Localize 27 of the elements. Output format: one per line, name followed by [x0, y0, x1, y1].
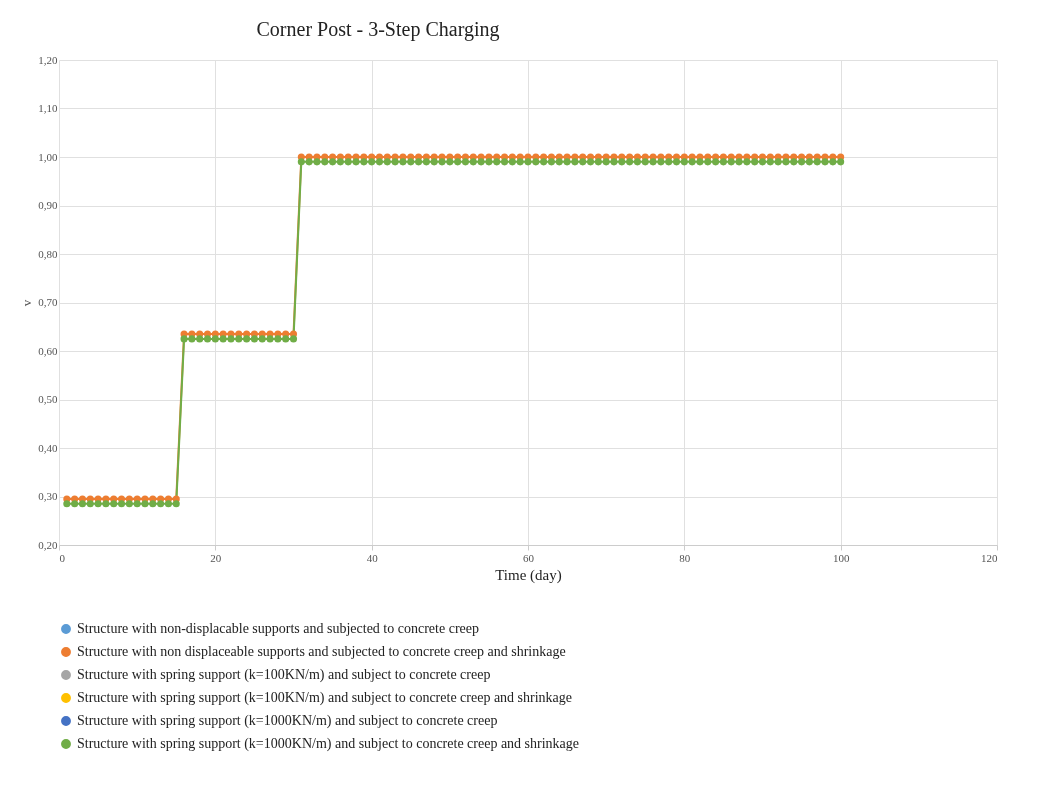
y-tick-label: 0,70 [38, 296, 58, 308]
x-tick-label: 80 [679, 551, 691, 564]
chart-title: Corner Post - 3-Step Charging [256, 18, 500, 41]
y-tick-label: 0,90 [38, 199, 58, 211]
x-tick-label: 0 [59, 551, 66, 564]
x-tick-label: 60 [523, 551, 535, 564]
legend-label: Structure with non-displacable supports and subjected to concrete creep [77, 621, 479, 636]
y-tick-label: 0,30 [38, 490, 58, 502]
y-tick-label: 0,20 [38, 538, 58, 551]
y-tick-label: 0,60 [38, 344, 58, 357]
y-tick-label: 1,00 [38, 150, 58, 163]
legend-label: Structure with spring support (k=100KN/m) and subject to concrete creep [77, 667, 491, 683]
legend-label: Structure with spring support (k=1000KN/m) and subject to concrete creep [77, 713, 498, 729]
y-tick-label: 0,40 [38, 441, 58, 454]
x-axis-title: Time (day) [495, 566, 562, 584]
legend-label: Structure with spring support (k=1000KN/m) and subject to concrete creep and shrinkage [77, 736, 580, 752]
x-tick-label: 120 [981, 551, 998, 564]
x-tick-label: 40 [366, 551, 379, 564]
y-tick-label: 0,50 [38, 393, 58, 405]
legend-label: Structure with non displaceable supports and subjected to concrete creep and shrinkage [77, 644, 566, 659]
y-tick-label: 1,20 [38, 53, 58, 66]
y-axis-title: v [19, 299, 35, 307]
y-tick-label: 0,80 [38, 247, 58, 260]
legend-label: Structure with spring support (k=100KN/m) and subject to concrete creep and shrinkage [77, 690, 573, 706]
x-tick-label: 100 [832, 551, 850, 564]
x-tick-label: 20 [210, 551, 222, 564]
y-tick-label: 1,10 [38, 102, 58, 114]
